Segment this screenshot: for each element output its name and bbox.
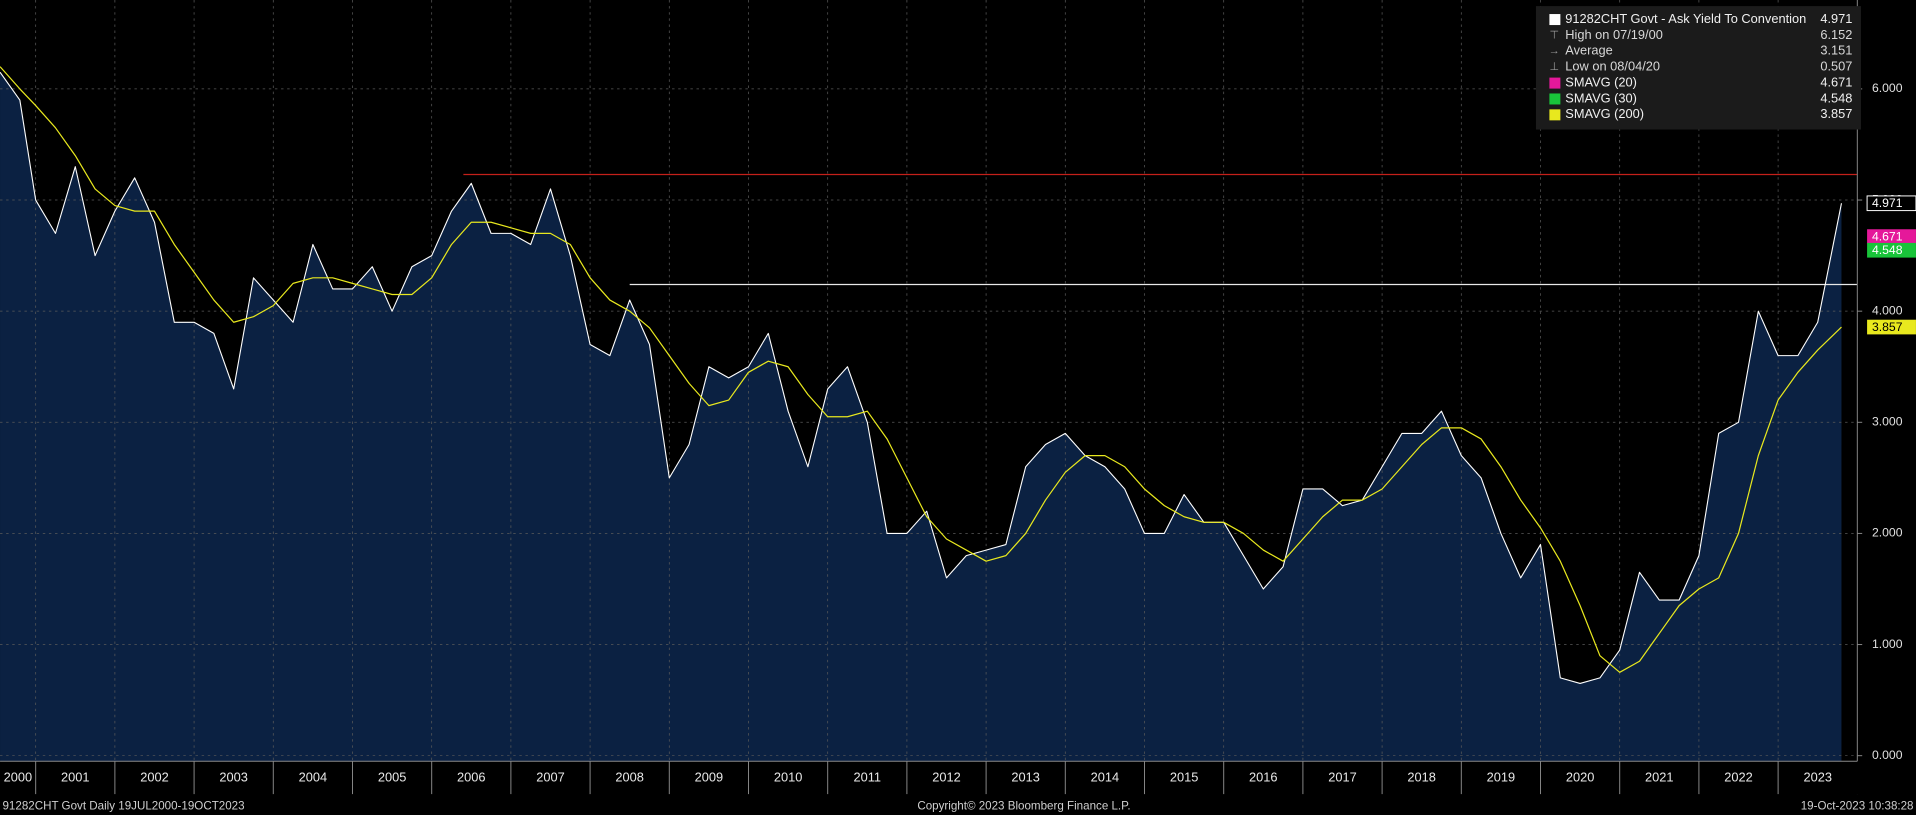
legend-label: High on 07/19/00 [1565,27,1663,42]
x-tick-label: 2022 [1724,770,1753,785]
legend-icon: ⊥ [1549,61,1559,73]
x-tick-label: 2011 [854,770,882,785]
x-tick-label: 2008 [615,770,644,785]
legend-value: 3.151 [1820,43,1852,58]
x-tick-label: 2007 [536,770,565,785]
x-tick-label: 2020 [1566,770,1595,785]
legend-swatch [1549,93,1561,105]
footer-right: 19-Oct-2023 10:38:28 [1801,800,1914,813]
legend-label: Low on 08/04/20 [1565,59,1660,74]
legend-label: SMAVG (20) [1565,74,1637,89]
x-tick-label: 2000 [4,770,33,785]
legend-label: Average [1565,43,1613,58]
x-tick-label: 2009 [695,770,724,785]
x-tick-label: 2019 [1487,770,1516,785]
legend-value: 4.548 [1820,90,1852,105]
y-tick-label: 6.000 [1872,81,1903,95]
y-tick-label: 1.000 [1872,637,1903,651]
legend-label: SMAVG (30) [1565,90,1637,105]
legend-value: 3.857 [1820,106,1852,121]
footer-bar [0,794,1916,815]
y-tick-label: 3.000 [1872,415,1903,429]
legend-value: 0.507 [1820,59,1852,74]
value-tag-label: 3.857 [1872,320,1903,334]
legend-swatch [1549,77,1561,89]
legend-icon: ⊤ [1549,29,1559,41]
x-tick-label: 2012 [932,770,961,785]
x-tick-label: 2021 [1645,770,1674,785]
x-tick-label: 2001 [61,770,90,785]
series-line [0,71,1843,685]
legend-value: 4.671 [1820,74,1852,89]
legend-value: 6.152 [1820,27,1852,42]
legend-swatch [1549,14,1561,26]
footer-left: 91282CHT Govt Daily 19JUL2000-19OCT2023 [2,800,244,813]
x-tick-label: 2006 [457,770,486,785]
legend-swatch [1549,109,1561,121]
y-tick-label: 4.000 [1872,303,1903,317]
x-tick-label: 2010 [774,770,803,785]
x-tick-label: 2014 [1091,770,1120,785]
legend-icon: → [1549,45,1560,57]
x-tick-label: 2004 [299,770,328,785]
x-tick-label: 2015 [1170,770,1199,785]
legend [1535,6,1861,130]
plot-area: 0.0001.0002.0003.0004.0005.0006.00020002… [0,0,1916,795]
series-line [0,66,1842,673]
legend-label: 91282CHT Govt - Ask Yield To Convention [1565,11,1806,26]
axis-panel [1857,0,1916,795]
x-tick-label: 2005 [378,770,407,785]
footer-center: Copyright© 2023 Bloomberg Finance L.P. [917,800,1130,813]
area [0,72,1842,762]
x-tick-label: 2013 [1011,770,1040,785]
value-tag [1867,242,1916,258]
value-tag [1867,229,1916,244]
value-tag [1867,319,1916,335]
x-tick-label: 2016 [1249,770,1278,785]
x-tick-label: 2002 [140,770,169,785]
value-tag-label: 4.971 [1872,196,1903,210]
x-axis-band [0,761,1916,795]
value-tag-label: 4.548 [1872,243,1903,257]
x-tick-label: 2018 [1407,770,1436,785]
value-tag-label: 4.671 [1872,229,1903,243]
legend-label: SMAVG (200) [1565,106,1644,121]
x-tick-label: 2023 [1803,770,1832,785]
x-tick-label: 2017 [1328,770,1357,785]
y-tick-label: 0.000 [1872,748,1903,762]
legend-value: 4.971 [1820,11,1852,26]
x-tick-label: 2003 [219,770,248,785]
y-tick-label: 2.000 [1872,526,1903,540]
